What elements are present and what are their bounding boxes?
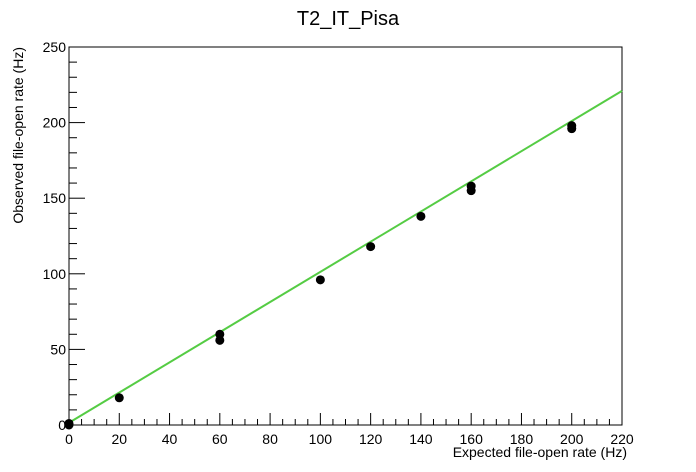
x-tick-label: 40 bbox=[162, 431, 178, 447]
fit-line bbox=[68, 89, 623, 424]
data-point bbox=[567, 121, 577, 131]
x-tick-label: 160 bbox=[460, 431, 484, 447]
y-tick-label: 50 bbox=[50, 341, 66, 357]
data-point bbox=[114, 393, 124, 403]
x-tick-label: 140 bbox=[409, 431, 433, 447]
data-points bbox=[64, 121, 577, 430]
x-tick-label: 220 bbox=[610, 431, 634, 447]
data-point bbox=[416, 211, 426, 221]
y-tick-label: 200 bbox=[43, 115, 67, 131]
chart-title: T2_IT_Pisa bbox=[297, 8, 400, 30]
x-tick-label: 100 bbox=[309, 431, 333, 447]
y-axis-title: Observed file-open rate (Hz) bbox=[10, 47, 26, 224]
plot-frame bbox=[68, 46, 623, 426]
x-tick-label: 200 bbox=[560, 431, 584, 447]
data-point bbox=[366, 242, 376, 252]
x-tick-label: 80 bbox=[262, 431, 278, 447]
data-point bbox=[315, 275, 325, 285]
fit-line-group bbox=[68, 89, 623, 424]
x-tick-label: 60 bbox=[212, 431, 228, 447]
y-tick-label: 250 bbox=[43, 39, 67, 55]
y-tick-label: 0 bbox=[58, 417, 66, 433]
x-tick-label: 180 bbox=[510, 431, 534, 447]
x-axis-title: Expected file-open rate (Hz) bbox=[453, 444, 627, 460]
tick-labels: 0 20 40 60 80 100 120 140 160 180 200 220 0 50 100 150 2… bbox=[43, 39, 634, 447]
y-tick-label: 150 bbox=[43, 190, 67, 206]
x-tick-label: 20 bbox=[111, 431, 127, 447]
data-point bbox=[466, 181, 476, 191]
x-tick-label: 0 bbox=[65, 431, 73, 447]
axis-ticks bbox=[68, 46, 623, 426]
y-tick-label: 100 bbox=[43, 266, 67, 282]
x-tick-label: 120 bbox=[359, 431, 383, 447]
data-point bbox=[215, 329, 225, 339]
data-point bbox=[64, 418, 74, 428]
